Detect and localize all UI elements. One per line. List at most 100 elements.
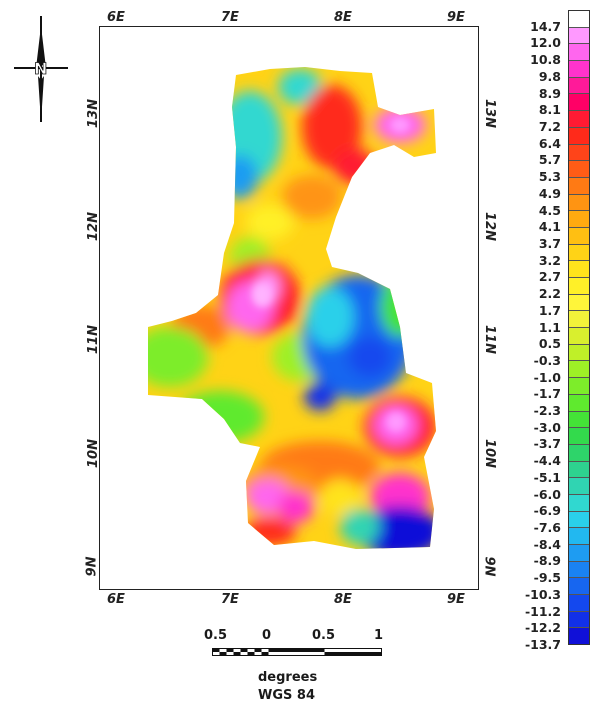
north-label: N [34,59,47,78]
y-tick-right-9n: 9N [481,556,497,577]
legend-label: 4.5 [538,202,561,218]
legend-label: 5.7 [538,152,561,168]
legend-label: 6.4 [538,135,561,151]
legend-swatch [569,177,589,195]
legend-label: 2.2 [538,286,561,302]
legend-label: 3.7 [538,235,561,251]
legend-swatch [569,444,589,462]
legend-swatch [569,461,589,479]
legend-swatch [569,561,589,579]
x-tick-top-7e: 7E [221,10,239,25]
legend-swatch [569,361,589,379]
legend-label: 3.2 [538,252,561,268]
legend-label: -11.2 [524,603,561,619]
legend-swatch [569,428,589,445]
legend-label: -1.7 [533,386,561,402]
scale-unit: degrees [258,670,318,685]
x-tick-bottom-6e: 6E [107,592,125,607]
legend-swatch [569,494,589,512]
legend-label: 8.1 [538,102,561,118]
scale-tick-1: 0 [262,628,272,643]
legend-swatch [569,628,589,645]
legend-label: -5.1 [533,469,561,485]
legend-swatch [569,261,589,278]
y-tick-right-13n: 13N [481,99,497,128]
anomaly-raster [148,67,436,549]
x-tick-top-6e: 6E [107,10,125,25]
legend-swatch [569,144,589,162]
legend-label: -8.9 [533,553,561,569]
legend-swatch [569,578,589,596]
legend-label: 8.9 [538,85,561,101]
legend-label: 9.8 [538,68,561,84]
y-tick-left-9n: 9N [84,556,100,577]
legend-swatch [569,611,589,629]
legend-label: -12.2 [524,620,561,636]
x-tick-bottom-7e: 7E [221,592,239,607]
legend-swatch [569,27,589,45]
x-tick-bottom-8e: 8E [334,592,352,607]
legend-swatch [569,94,589,112]
map-frame [99,26,479,590]
x-tick-bottom-9e: 9E [447,592,465,607]
legend-swatch [569,511,589,529]
legend-label: -9.5 [533,570,561,586]
legend-swatch [569,77,589,95]
legend-label: -0.3 [533,352,561,368]
legend-swatch [569,528,589,545]
legend-label: 4.9 [538,185,561,201]
legend-label: -13.7 [524,637,561,652]
legend-swatch [569,244,589,262]
north-arrow-icon: N [14,16,68,122]
legend-label: 12.0 [530,35,561,51]
y-tick-right-12n: 12N [481,212,497,241]
legend-label: -6.9 [533,503,561,519]
legend-swatch [569,595,589,612]
legend-label: -10.3 [524,586,561,602]
legend-swatch [569,478,589,495]
legend-swatch [569,194,589,212]
datum-label: WGS 84 [258,688,315,703]
legend-swatch [569,344,589,362]
legend-label: 1.7 [538,302,561,318]
legend-label: 5.3 [538,169,561,185]
x-tick-top-8e: 8E [334,10,352,25]
legend-swatch [569,11,589,28]
legend-colorbar [568,10,590,645]
legend-label: -7.6 [533,520,561,536]
legend-swatch [569,127,589,145]
legend-label: -3.7 [533,436,561,452]
scale-tick-2: 0.5 [312,628,336,643]
legend-label: 1.1 [538,319,561,335]
legend-swatch [569,411,589,429]
legend-label: -1.0 [533,369,561,385]
legend-swatch [569,227,589,245]
legend-swatch [569,328,589,345]
legend-swatch [569,44,589,62]
legend-label: 0.5 [538,336,561,352]
scale-tick-3: 1 [374,628,384,643]
y-tick-right-10n: 10N [481,439,497,468]
legend-label: 14.7 [530,18,561,34]
legend-swatch [569,161,589,178]
legend-swatch [569,311,589,329]
legend-swatch [569,545,589,562]
scale-bar-graphic [212,648,382,656]
legend-label: -8.4 [533,536,561,552]
legend-swatch [569,111,589,128]
legend-label: 2.7 [538,269,561,285]
legend-label: 4.1 [538,219,561,235]
legend-swatch [569,394,589,412]
legend-label: -4.4 [533,453,561,469]
legend-swatch [569,211,589,228]
legend-swatch [569,278,589,295]
legend-label: -6.0 [533,486,561,502]
y-tick-right-11n: 11N [481,325,497,354]
legend-label: 10.8 [530,52,561,68]
scale-tick-0: 0.5 [204,628,228,643]
legend-label: 7.2 [538,118,561,134]
legend-label: -3.0 [533,419,561,435]
legend-label: -2.3 [533,403,561,419]
legend-swatch [569,378,589,395]
x-tick-top-9e: 9E [447,10,465,25]
